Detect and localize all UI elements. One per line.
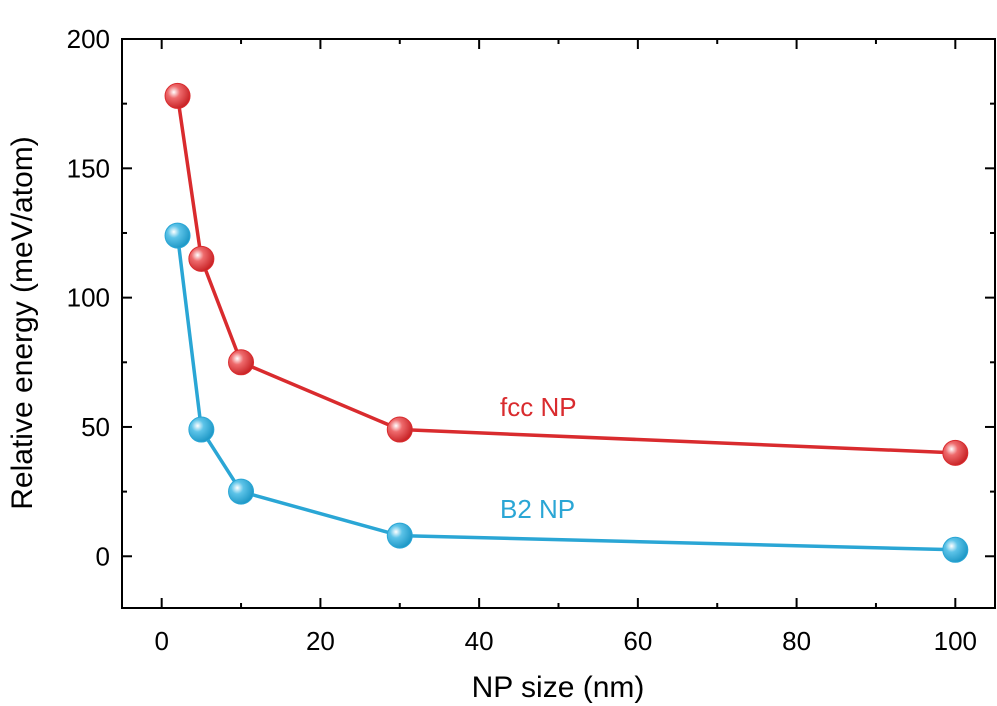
data-point-0-4: [943, 440, 968, 465]
data-point-0-0: [165, 83, 190, 108]
x-tick-label: 20: [306, 626, 335, 656]
y-axis-title: Relative energy (meV/atom): [6, 136, 39, 509]
data-point-1-4: [943, 537, 968, 562]
y-tick-label: 200: [67, 24, 110, 54]
series-label-b2: B2 NP: [500, 494, 575, 524]
y-tick-label: 0: [96, 541, 110, 571]
data-point-1-1: [189, 417, 214, 442]
series-lines: [178, 96, 956, 550]
tick-labels: 0 20 40 60 80 100 0 50 100 150 200: [67, 24, 977, 656]
x-tick-label: 60: [623, 626, 652, 656]
y-tick-label: 50: [81, 412, 110, 442]
data-point-0-3: [387, 417, 412, 442]
y-tick-label: 100: [67, 283, 110, 313]
y-tick-label: 150: [67, 153, 110, 183]
series-label-fcc: fcc NP: [500, 392, 577, 422]
x-tick-label: 0: [154, 626, 168, 656]
data-point-1-2: [229, 479, 254, 504]
x-tick-label: 40: [465, 626, 494, 656]
x-axis-title: NP size (nm): [472, 671, 645, 704]
series-points: [165, 83, 968, 562]
x-tick-label: 80: [782, 626, 811, 656]
data-point-1-3: [387, 523, 412, 548]
data-point-1-0: [165, 223, 190, 248]
x-tick-label: 100: [934, 626, 977, 656]
data-point-0-2: [229, 350, 254, 375]
data-point-0-1: [189, 246, 214, 271]
